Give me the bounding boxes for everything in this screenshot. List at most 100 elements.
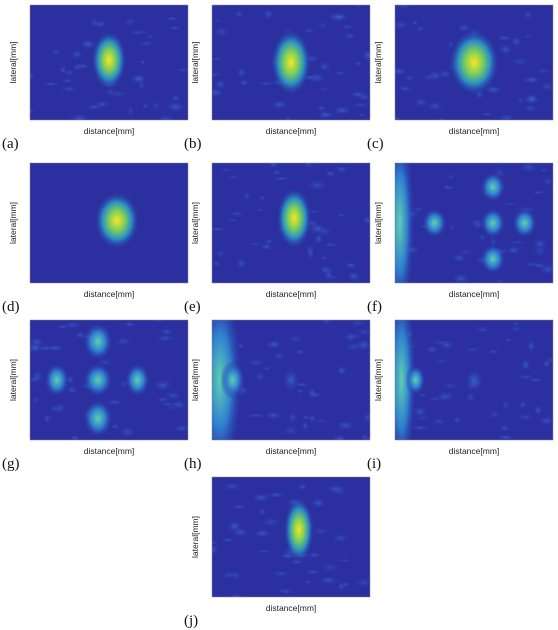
panel-label: (j) [184, 613, 198, 629]
speckle [226, 593, 246, 597]
speckle [526, 339, 537, 353]
speckle [51, 401, 69, 416]
image [212, 5, 370, 120]
speckle [271, 350, 287, 362]
speckle [348, 101, 370, 109]
speckle [316, 109, 334, 120]
x-axis-label: distance[mm] [266, 446, 317, 456]
speckle [519, 76, 544, 84]
speckle [309, 496, 327, 510]
speckle [330, 433, 349, 440]
speckle [213, 18, 223, 24]
speckle [395, 5, 414, 12]
speckle [212, 24, 233, 39]
speckle [317, 20, 328, 31]
panel: distance[mm] lateral[mm] (e) [184, 162, 371, 315]
speckle [515, 413, 537, 421]
bright-spot [91, 30, 127, 90]
speckle [268, 98, 290, 111]
speckle [333, 558, 355, 563]
y-axis-label: lateral[mm] [373, 41, 383, 83]
bright-spot [480, 243, 506, 275]
speckle [287, 333, 305, 345]
bright-spot [405, 364, 426, 396]
speckle [330, 70, 351, 76]
image [30, 15, 188, 120]
panel-label: (d) [2, 299, 20, 315]
speckle [148, 320, 168, 325]
speckle [429, 417, 448, 426]
speckle [59, 78, 75, 84]
image-frame [394, 162, 554, 284]
speckle [316, 105, 327, 112]
panel-label: (a) [2, 136, 19, 152]
panel: distance[mm] lateral[mm] (a) [2, 4, 189, 152]
speckle [433, 390, 458, 403]
speckle [505, 240, 529, 245]
speckle [395, 114, 403, 120]
speckle [146, 33, 155, 40]
speckle [30, 369, 46, 383]
speckle [212, 227, 229, 232]
speckle [164, 100, 187, 114]
bright-spot [463, 366, 485, 394]
speckle [323, 483, 347, 494]
speckle [44, 343, 66, 352]
speckle [521, 9, 535, 20]
speckle [263, 338, 285, 351]
speckle [302, 163, 316, 170]
speckle [261, 365, 272, 372]
speckle [477, 233, 488, 242]
speckle [78, 37, 98, 52]
x-axis-label: distance[mm] [84, 126, 135, 136]
speckle [307, 386, 317, 400]
speckle [283, 115, 293, 120]
speckle [518, 163, 540, 174]
speckle [487, 409, 502, 420]
speckle [58, 64, 68, 76]
bright-spot [276, 187, 312, 249]
speckle [327, 12, 351, 22]
speckle [127, 29, 150, 36]
speckle [521, 33, 535, 40]
speckle [228, 569, 243, 582]
panel: distance[mm] lateral[mm] (g) [2, 319, 189, 472]
speckle [303, 568, 324, 576]
speckle [343, 261, 359, 270]
speckle [213, 248, 228, 259]
y-axis-label: lateral[mm] [190, 516, 200, 558]
speckle [537, 167, 550, 173]
bright-spot [280, 366, 302, 394]
speckle [433, 357, 450, 365]
x-axis-label: distance[mm] [84, 446, 135, 456]
speckle [431, 339, 451, 346]
bright-spot [82, 399, 114, 438]
speckle [109, 423, 121, 430]
x-axis-label: distance[mm] [449, 446, 500, 456]
x-axis-label: distance[mm] [449, 289, 500, 299]
image-frame [29, 319, 189, 441]
speckle [212, 543, 222, 557]
speckle [266, 163, 281, 169]
panel-label: (b) [184, 136, 202, 152]
speckle [281, 424, 300, 437]
speckle [395, 19, 411, 31]
speckle [212, 5, 220, 9]
speckle [462, 346, 483, 353]
speckle [340, 580, 351, 588]
speckle [226, 174, 241, 180]
speckle [495, 112, 518, 120]
panel: distance[mm] lateral[mm] (h) [184, 319, 371, 472]
speckle [340, 31, 360, 41]
speckle [529, 190, 548, 195]
speckle [318, 561, 343, 574]
speckle [212, 56, 226, 62]
image-frame [211, 476, 371, 598]
speckle [255, 207, 267, 212]
image-frame [29, 4, 189, 121]
panel-label: (e) [184, 299, 201, 315]
speckle [472, 326, 494, 334]
speckle [359, 432, 370, 440]
speckle [130, 72, 148, 86]
speckle [169, 398, 188, 411]
